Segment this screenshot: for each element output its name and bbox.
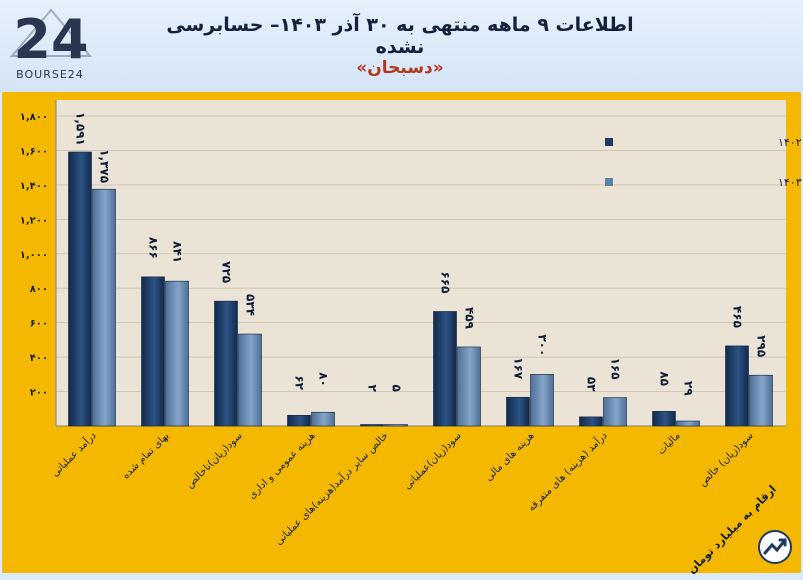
data-label: ۲ (366, 385, 380, 393)
logo-text: BOURSE24 (16, 68, 84, 81)
bar-series1 (579, 416, 603, 427)
bar-series1 (287, 415, 311, 427)
bar-series1 (506, 396, 530, 427)
bourse24-logo: 24 (6, 6, 96, 86)
data-label: ۴۵۹ (463, 307, 477, 330)
x-tick-label: مالیات (656, 430, 683, 457)
data-label: ۷۲۵ (220, 261, 234, 283)
bar-series2 (457, 346, 481, 427)
x-tick-label: خالص سایر درآمد(هزینه)های عملیاتی (272, 429, 391, 548)
y-tick-label: ۲۰۰ (30, 388, 48, 399)
data-label: ۱۶۷ (512, 357, 526, 380)
bar-series1 (214, 300, 238, 427)
bar-series1 (433, 311, 457, 427)
x-tick-label: سود(زیان) خالص (697, 430, 755, 488)
data-label: ۸۴۱ (171, 241, 185, 263)
data-label: ۶۲ (293, 375, 307, 390)
y-tick-label: ۱,۰۰۰ (20, 250, 48, 261)
y-tick-label: ۴۰۰ (30, 353, 48, 364)
x-tick-label: سود(زیان)عملیاتی (402, 430, 464, 492)
data-label: ۸۵ (658, 371, 672, 386)
bar-series2 (603, 397, 627, 427)
data-label: ۱۶۵ (609, 358, 623, 380)
trend-icon (758, 530, 792, 564)
bar-series1 (725, 345, 749, 427)
legend-swatch (605, 138, 613, 146)
y-tick-label: ۱,۸۰۰ (20, 112, 48, 123)
x-tick-label: هزینه عمومی و اداری (246, 430, 317, 501)
y-tick-label: ۱,۴۰۰ (20, 181, 48, 192)
legend-entry: عملکرد منتهی به آذر ۱۴۰۲ (778, 135, 803, 149)
data-label: ۵۳ (585, 377, 599, 392)
footnote: ارقام به میلیارد تومان (667, 483, 797, 576)
y-tick-label: ۱,۶۰۰ (20, 146, 48, 157)
y-tick-label: ۱,۲۰۰ (20, 215, 48, 226)
bar-series1 (652, 411, 676, 427)
bar-series1 (141, 276, 165, 427)
data-label: ۲۹۵ (755, 335, 769, 357)
bourse24-logo-mark: 24 (9, 8, 93, 71)
bar-series1 (68, 151, 92, 427)
x-tick-label: سود(زیان)ناخالص (184, 430, 244, 490)
bar-series2 (384, 424, 408, 427)
data-label: ۳۰۰ (536, 334, 550, 356)
data-label: ۵۳۴ (244, 294, 258, 316)
data-label: ۶۶۵ (439, 271, 453, 293)
data-label: ۸۰ (317, 372, 331, 387)
bar-series2 (749, 374, 773, 427)
x-tick-label: هزینه های مالی (483, 430, 536, 483)
legend-entry: عملکرد منتهی به آذر ۱۴۰۳ (778, 175, 803, 189)
data-label: ۵ (390, 385, 404, 392)
bar-series2 (92, 188, 116, 427)
data-label: ۸۶۶ (147, 237, 161, 259)
y-tick-label: ۶۰۰ (30, 319, 48, 330)
logo-mark-text: 24 (13, 8, 88, 71)
y-tick-label: ۸۰۰ (30, 284, 48, 295)
header-band (0, 0, 803, 92)
bar-series2 (530, 374, 554, 427)
x-tick-label: بهای تمام شده (120, 430, 171, 481)
bar-series2 (165, 280, 189, 427)
bar-series2 (311, 411, 335, 427)
x-tick-label: درآمد (هزینه) های متفرقه (525, 429, 610, 514)
chart-title: اطلاعات ۹ ماهه منتهی به ۳۰ آذر ۱۴۰۳– حسا… (166, 14, 634, 58)
data-label: ۲۹ (682, 381, 696, 396)
legend-swatch (605, 178, 613, 186)
data-label: ۴۶۵ (731, 306, 745, 328)
chart-subtitle: «دسبحان» (356, 58, 444, 78)
data-label: ۱,۵۹۱ (74, 112, 88, 146)
bar-series2 (238, 333, 262, 427)
data-label: ۱,۳۷۵ (98, 149, 112, 183)
x-tick-label: درآمد عملیاتی (48, 429, 98, 479)
bar-series2 (676, 420, 700, 427)
bar-series1 (360, 424, 384, 427)
